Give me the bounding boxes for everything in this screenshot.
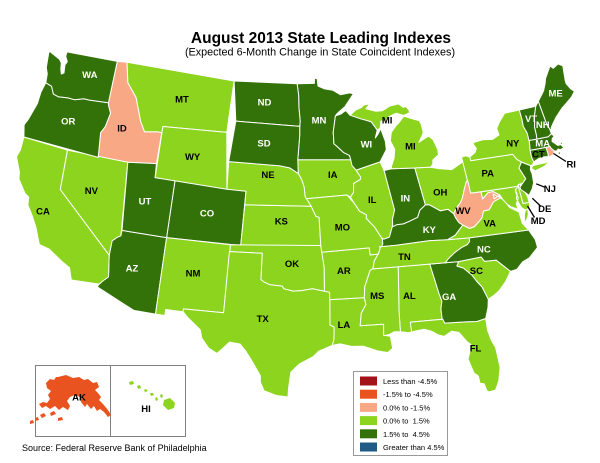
state-mi: [349, 103, 439, 170]
state-label-va: VA: [484, 218, 497, 229]
state-tn: [372, 237, 471, 270]
state-pa: [461, 153, 527, 194]
state-label-tx: TX: [257, 314, 270, 325]
state-label-pa: PA: [482, 169, 495, 180]
state-label-sc: SC: [470, 266, 483, 277]
legend-label-blue_dark: Greater than 4.5%: [383, 443, 445, 452]
state-label-sd: SD: [257, 138, 270, 149]
state-label-fl: FL: [470, 344, 482, 355]
state-label-ut: UT: [139, 196, 152, 207]
state-wi: [332, 109, 387, 171]
state-label-oh: OH: [433, 188, 447, 199]
state-label-nj: NJ: [544, 184, 556, 195]
legend: Less than -4.5% -1.5% to -4.5% 0.0% to -…: [353, 371, 448, 456]
state-label-ca: CA: [36, 206, 50, 217]
state-label-wi: WI: [361, 140, 373, 151]
state-sc: [456, 256, 511, 300]
alaska-hawaii-inset: AK HI: [30, 365, 186, 437]
state-label-tn: TN: [398, 252, 411, 263]
legend-swatch-green_dark: [360, 429, 377, 439]
state-label-ks: KS: [275, 217, 288, 228]
state-tx: [182, 251, 335, 398]
legend-swatch-red_dark: [360, 376, 377, 386]
states-group: [16, 51, 575, 398]
state-label-me: ME: [548, 89, 562, 100]
state-label-ky: KY: [423, 225, 437, 236]
state-label-ms: MS: [370, 291, 384, 302]
state-label-mn: MN: [312, 116, 327, 127]
state-label-ri: RI: [566, 160, 576, 171]
callout-line-ri: [553, 152, 567, 163]
state-label-ga: GA: [442, 292, 456, 303]
state-label-co: CO: [200, 208, 214, 219]
state-label-de: DE: [538, 204, 551, 215]
state-label-wv: WV: [455, 206, 471, 217]
callout-line-nj: [535, 183, 546, 188]
state-label-ia: IA: [328, 170, 338, 181]
state-label-la: LA: [338, 320, 351, 331]
state-label-or: OR: [61, 116, 75, 127]
state-label-mo: MO: [335, 222, 350, 233]
state-fl: [409, 318, 501, 393]
state-label-ok: OK: [285, 259, 299, 270]
map-title: August 2013 State Leading Indexes: [191, 30, 451, 47]
state-label-ar: AR: [337, 266, 351, 277]
legend-label-orange: -1.5% to -4.5%: [383, 390, 433, 399]
state-wy: [154, 126, 228, 190]
state-label-hi: HI: [141, 404, 151, 415]
legend-swatch-green_light: [360, 416, 377, 426]
state-labels-group: WA OR ID MT WY NV UT CA CO AZ NM TX OK K…: [36, 70, 563, 354]
legend-label-pink: 0.0% to -1.5%: [383, 403, 430, 412]
state-label-ne: NE: [261, 170, 274, 181]
legend-label-red_dark: Less than -4.5%: [383, 377, 438, 386]
state-mt: [126, 61, 235, 134]
state-ca: [16, 136, 110, 285]
state-me: [537, 63, 575, 132]
legend-label-green_dark: 1.5% to 4.5%: [383, 430, 430, 439]
state-wv: [453, 180, 501, 229]
alaska-shape: [30, 375, 111, 424]
legend-label-green_light: 0.0% to 1.5%: [383, 417, 430, 426]
state-label-mi-1: MI: [382, 116, 393, 127]
state-label-wy: WY: [185, 152, 201, 163]
state-label-vt: VT: [525, 114, 537, 125]
source-credit: Source: Federal Reserve Bank of Philadel…: [22, 443, 207, 453]
state-label-ct: CT: [532, 149, 545, 160]
map-subtitle: (Expected 6-Month Change in State Coinci…: [185, 47, 455, 59]
state-label-al: AL: [403, 291, 416, 302]
state-label-ny: NY: [506, 138, 520, 149]
state-sd: [228, 120, 301, 174]
hawaii-islands-shape: [129, 381, 175, 410]
legend-swatch-blue_dark: [360, 442, 377, 452]
state-label-nm: NM: [186, 268, 201, 279]
state-label-nc: NC: [477, 245, 491, 256]
hawaii-inset-box: [110, 365, 186, 437]
state-label-mt: MT: [175, 94, 189, 105]
state-label-il: IL: [368, 195, 377, 206]
state-label-nd: ND: [258, 97, 272, 108]
state-label-ak: AK: [72, 393, 86, 404]
state-label-az: AZ: [126, 263, 139, 274]
state-label-ma: MA: [535, 139, 550, 150]
state-label-nv: NV: [85, 186, 99, 197]
state-label-in: IN: [401, 194, 411, 205]
legend-items: Less than -4.5% -1.5% to -4.5% 0.0% to -…: [360, 376, 445, 452]
state-label-md: MD: [531, 216, 546, 227]
legend-swatch-orange: [360, 389, 377, 399]
callouts-group: RI NJ DE MD: [526, 152, 576, 227]
state-label-id: ID: [117, 123, 127, 134]
state-label-mi-2: MI: [405, 142, 416, 153]
state-label-nh: NH: [536, 120, 550, 131]
state-label-wa: WA: [82, 70, 97, 81]
callout-line-md: [526, 205, 536, 218]
callout-line-de: [531, 197, 542, 207]
state-ms: [359, 260, 401, 336]
state-wa: [45, 51, 118, 104]
legend-swatch-pink: [360, 402, 377, 412]
state-vt: [518, 105, 538, 142]
